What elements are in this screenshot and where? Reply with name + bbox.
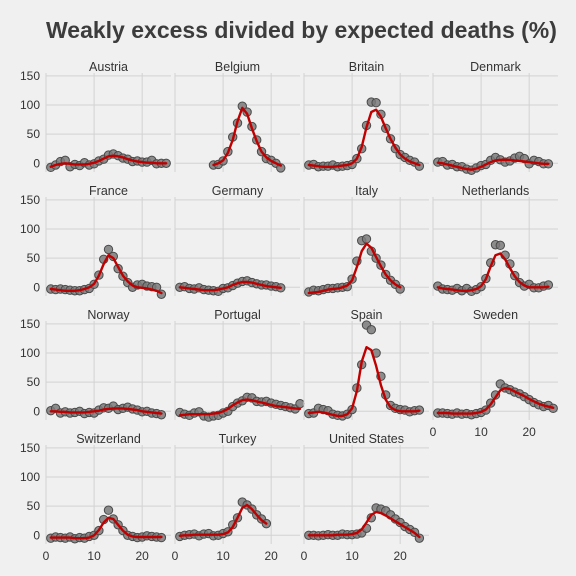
panel-france: France 0 50 100 150 bbox=[20, 184, 171, 298]
panel-strip-label: Sweden bbox=[473, 308, 518, 322]
panel-strip-label: Portugal bbox=[214, 308, 261, 322]
y-tick-label: 150 bbox=[20, 69, 40, 83]
data-point bbox=[296, 399, 304, 407]
x-tick-label: 10 bbox=[216, 549, 230, 563]
x-tick-label: 20 bbox=[264, 549, 278, 563]
panel-strip-label: France bbox=[89, 184, 128, 198]
panel-strip-label: Austria bbox=[89, 60, 128, 74]
panel-switzerland: Switzerland 0 50 100 150 0 10 20 bbox=[20, 432, 171, 563]
y-tick-label: 50 bbox=[27, 375, 41, 389]
panel-italy: Italy bbox=[304, 184, 429, 296]
x-tick-label: 10 bbox=[345, 549, 359, 563]
y-tick-label: 100 bbox=[20, 222, 40, 236]
panel-germany: Germany bbox=[175, 184, 300, 296]
panel-belgium: Belgium bbox=[175, 60, 300, 172]
panel-united-states: United States 0 10 20 bbox=[301, 432, 429, 563]
panel-spain: Spain bbox=[304, 308, 429, 420]
panel-strip-label: Norway bbox=[87, 308, 130, 322]
y-tick-label: 150 bbox=[20, 193, 40, 207]
y-tick-label: 100 bbox=[20, 98, 40, 112]
x-tick-label: 0 bbox=[430, 425, 437, 439]
panel-sweden: Sweden 0 10 20 bbox=[430, 308, 558, 439]
panel-strip-label: Denmark bbox=[470, 60, 521, 74]
y-tick-label: 100 bbox=[20, 346, 40, 360]
data-point bbox=[104, 506, 112, 514]
panel-strip-label: Turkey bbox=[219, 432, 257, 446]
panel-netherlands: Netherlands bbox=[433, 184, 558, 296]
panel-britain: Britain bbox=[304, 60, 429, 172]
panel-strip-label: Germany bbox=[212, 184, 264, 198]
y-tick-label: 50 bbox=[27, 127, 41, 141]
panel-strip-label: Italy bbox=[355, 184, 379, 198]
x-tick-label: 20 bbox=[393, 549, 407, 563]
panel-denmark: Denmark bbox=[433, 60, 558, 174]
panel-portugal: Portugal bbox=[175, 308, 304, 421]
panel-norway: Norway 0 50 100 150 bbox=[20, 308, 171, 420]
x-tick-label: 10 bbox=[87, 549, 101, 563]
y-tick-label: 50 bbox=[27, 251, 41, 265]
y-tick-label: 150 bbox=[20, 317, 40, 331]
y-tick-label: 0 bbox=[33, 280, 40, 294]
x-tick-label: 0 bbox=[172, 549, 179, 563]
chart-title: Weakly excess divided by expected deaths… bbox=[46, 17, 557, 43]
data-point bbox=[496, 241, 504, 249]
panel-strip-label: Netherlands bbox=[462, 184, 529, 198]
panel-austria: Austria 0 50 100 150 bbox=[20, 60, 171, 172]
x-tick-label: 0 bbox=[301, 549, 308, 563]
panel-turkey: Turkey 0 10 20 bbox=[172, 432, 300, 563]
y-tick-label: 100 bbox=[20, 470, 40, 484]
y-tick-label: 150 bbox=[20, 441, 40, 455]
y-tick-label: 0 bbox=[33, 528, 40, 542]
y-tick-label: 0 bbox=[33, 404, 40, 418]
x-tick-label: 20 bbox=[135, 549, 149, 563]
trend-line bbox=[309, 110, 420, 167]
panel-strip-label: United States bbox=[329, 432, 404, 446]
panel-strip-label: Switzerland bbox=[76, 432, 141, 446]
panel-strip-label: Britain bbox=[349, 60, 384, 74]
data-point bbox=[372, 99, 380, 107]
y-tick-label: 50 bbox=[27, 499, 41, 513]
y-tick-label: 0 bbox=[33, 156, 40, 170]
data-point bbox=[367, 326, 375, 334]
x-tick-label: 0 bbox=[43, 549, 50, 563]
x-tick-label: 10 bbox=[474, 425, 488, 439]
x-tick-label: 20 bbox=[522, 425, 536, 439]
data-point bbox=[362, 235, 370, 243]
panel-strip-label: Belgium bbox=[215, 60, 260, 74]
panel-strip-label: Spain bbox=[351, 308, 383, 322]
